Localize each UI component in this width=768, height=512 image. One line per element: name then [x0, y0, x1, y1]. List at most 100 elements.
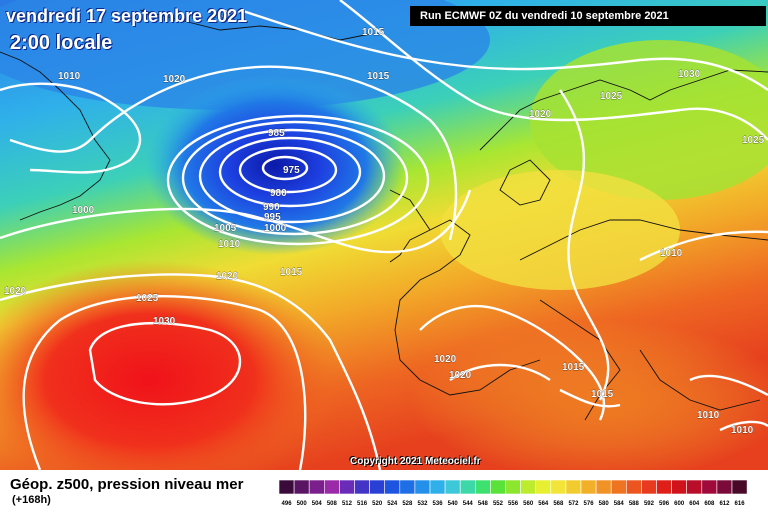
isobar-label: 1015: [562, 362, 585, 373]
scale-tick-label: 596: [659, 501, 670, 507]
scale-swatch: [625, 480, 642, 495]
scale-tick-label: 608: [704, 501, 715, 507]
isobar-label: 1005: [214, 223, 237, 234]
northern-blue-zone: [0, 0, 490, 110]
isobar-label: 985: [268, 128, 285, 139]
scale-swatch: [369, 480, 385, 495]
scale-tick-label: 588: [629, 501, 640, 507]
scale-tick-label: 552: [493, 501, 504, 507]
scale-tick-label: 516: [357, 501, 368, 507]
scale-tick-label: 592: [644, 501, 655, 507]
geopotential-map: 1020 1015 1010 1020 1015 1030 1025 985 1…: [0, 0, 768, 470]
scale-swatch: [550, 480, 567, 495]
isobar-label: 1020: [211, 9, 234, 20]
scale-swatch: [414, 480, 431, 495]
scandinavia-green-zone: [530, 40, 768, 200]
scale-tick-label: 528: [402, 501, 413, 507]
isobar-label: 1015: [280, 267, 303, 278]
isobar-labels: 1020 1015 1010 1020 1015 1030 1025 985 1…: [4, 9, 765, 436]
isobar-label: 1025: [600, 91, 623, 102]
scale-swatch: [308, 480, 325, 495]
isobar-label: 1000: [264, 223, 287, 234]
scale-swatch: [641, 480, 657, 495]
scale-tick-label: 600: [674, 501, 685, 507]
central-europe-yellow-zone: [440, 170, 680, 290]
scale-swatch: [399, 480, 416, 495]
forecast-time: 2:00 locale: [10, 32, 113, 54]
scale-tick-label: 500: [297, 501, 308, 507]
scale-swatch: [279, 480, 295, 495]
isobar-label: 990: [263, 202, 280, 213]
scale-swatch: [656, 480, 672, 495]
scale-swatch: [490, 480, 506, 495]
scale-swatch: [535, 480, 552, 495]
scale-tick-label: 504: [312, 501, 323, 507]
scale-tick-label: 512: [342, 501, 353, 507]
model-run-banner: Run ECMWF 0Z du vendredi 10 septembre 20…: [410, 6, 766, 26]
isobar-label: 1020: [163, 74, 186, 85]
scale-tick-label: 544: [463, 501, 474, 507]
isobar-label: 995: [264, 212, 281, 223]
scale-swatch: [716, 480, 733, 495]
isobar-label: 1015: [591, 389, 614, 400]
scale-tick-label: 524: [387, 501, 398, 507]
scale-tick-label: 548: [478, 501, 489, 507]
isobar-label: 1020: [529, 109, 552, 120]
isobars: [0, 0, 768, 470]
scale-tick-label: 540: [448, 501, 459, 507]
isobar-label: 980: [270, 188, 287, 199]
scale-tick-label: 560: [523, 501, 534, 507]
isobar-label: 1000: [72, 205, 95, 216]
isobar-label: 1010: [58, 71, 81, 82]
scale-tick-label: 580: [599, 501, 610, 507]
azores-high-zone: [0, 260, 340, 470]
isobar-label: 1025: [742, 135, 765, 146]
scale-swatch: [429, 480, 446, 495]
scale-tick-label: 564: [538, 501, 549, 507]
scale-tick-label: 612: [719, 501, 730, 507]
scale-swatch: [701, 480, 718, 495]
scale-swatch: [731, 480, 748, 495]
scale-tick-label: 616: [735, 501, 746, 507]
scale-swatch: [595, 480, 612, 495]
scale-swatch: [565, 480, 582, 495]
isobar-label: 1020: [4, 286, 27, 297]
map-caption: Géop. z500, pression niveau mer: [10, 476, 244, 493]
scale-swatch: [610, 480, 627, 495]
scale-swatch: [580, 480, 597, 495]
isobar-label: 1020: [434, 354, 457, 365]
isobar-label: 1010: [731, 425, 754, 436]
scale-swatch: [293, 480, 310, 495]
scale-tick-label: 520: [372, 501, 383, 507]
scale-swatch: [444, 480, 461, 495]
scale-tick-label: 496: [282, 501, 293, 507]
scale-tick-label: 576: [584, 501, 595, 507]
scale-swatch: [686, 480, 703, 495]
isobar-label: 1020: [449, 370, 472, 381]
scale-swatch: [354, 480, 370, 495]
scale-swatch: [339, 480, 355, 495]
scale-tick-label: 568: [553, 501, 564, 507]
scale-tick-label: 572: [568, 501, 579, 507]
scale-swatch: [475, 480, 491, 495]
scale-tick-label: 536: [433, 501, 444, 507]
forecast-lead: (+168h): [12, 494, 51, 506]
copyright-notice: Copyright 2021 Meteociel.fr: [350, 456, 481, 467]
scale-swatch: [520, 480, 537, 495]
isobar-label: 1030: [153, 316, 176, 327]
isobar-label: 1015: [362, 27, 385, 38]
isobar-label: 1025: [136, 293, 159, 304]
isobar-label: 1015: [367, 71, 390, 82]
isobar-label: 1010: [218, 239, 241, 250]
mediterranean-warm-zone: [410, 320, 768, 470]
coastlines: [0, 9, 768, 421]
isobar-label: 1010: [660, 248, 683, 259]
isobar-label: 975: [283, 165, 300, 176]
isobar-label: 1020: [216, 271, 239, 282]
scale-tick-label: 604: [689, 501, 700, 507]
scale-swatch: [384, 480, 401, 495]
scale-tick-label: 556: [508, 501, 519, 507]
scale-swatch: [505, 480, 521, 495]
scale-tick-label: 508: [327, 501, 338, 507]
